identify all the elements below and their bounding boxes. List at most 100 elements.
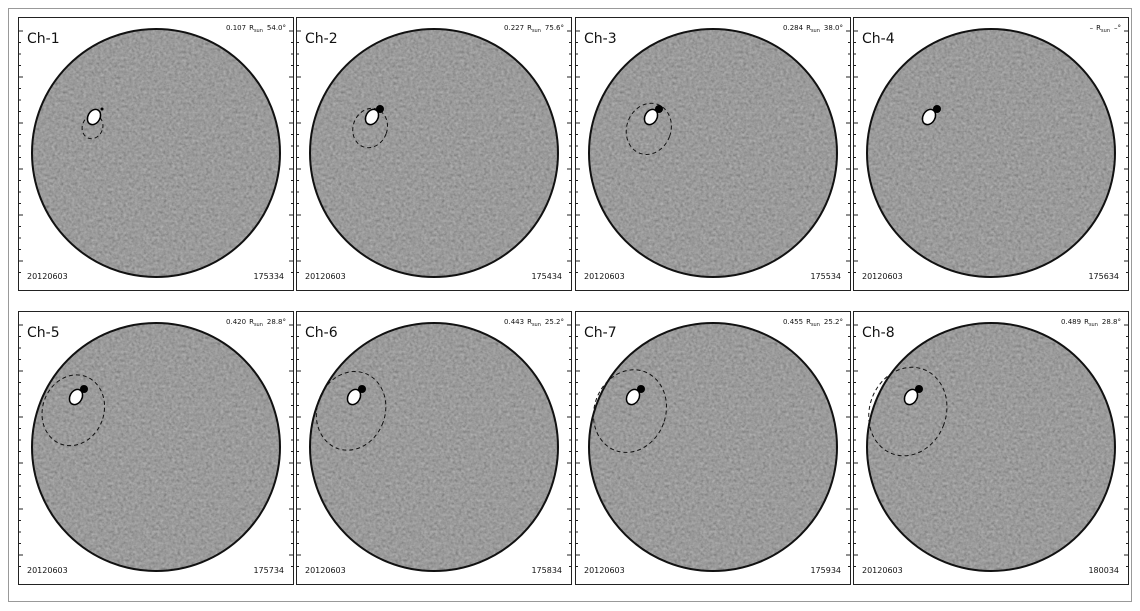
bright-region: [643, 108, 659, 126]
channel-label: Ch-3: [584, 31, 617, 47]
panel: Ch-8 0.489 Rsun 28.8° 20120603 180034: [853, 311, 1129, 585]
dark-spot: [376, 105, 384, 113]
angle: 75.6°: [545, 24, 564, 32]
radius: 0.420: [226, 318, 246, 326]
dashed-contour: [868, 366, 948, 457]
outer-frame: [8, 8, 1132, 602]
panel: Ch-2 0.227 Rsun 75.6° 20120603 175434: [296, 17, 572, 291]
annotation: 0.443 Rsun 25.2°: [504, 318, 564, 328]
annotation: 0.489 Rsun 28.8°: [1061, 318, 1121, 328]
solar-limb: [866, 322, 1116, 572]
channel-label: Ch-8: [862, 325, 895, 341]
dark-spot: [915, 385, 923, 393]
dashed-contour: [315, 370, 387, 451]
angle: 54.0°: [267, 24, 286, 32]
solar-limb: [309, 322, 559, 572]
unit: R: [806, 318, 811, 326]
channel-label: Ch-4: [862, 31, 895, 47]
angle: –°: [1114, 24, 1121, 32]
solar-disk-texture: [32, 323, 280, 571]
solar-limb: [866, 28, 1116, 278]
date: 20120603: [584, 566, 625, 575]
dashed-contour: [625, 102, 672, 155]
unit-sub: sun: [1089, 322, 1098, 328]
time: 175334: [253, 272, 284, 281]
bright-region: [86, 108, 102, 126]
channel-label: Ch-2: [305, 31, 338, 47]
dark-spot: [655, 105, 663, 113]
unit-sub: sun: [1101, 28, 1110, 34]
unit-sub: sun: [532, 322, 541, 328]
panel: Ch-1 0.107 Rsun 54.0° 20120603 175334: [18, 17, 294, 291]
date: 20120603: [584, 272, 625, 281]
solar-disk-texture: [867, 323, 1115, 571]
solar-disk-texture: [589, 29, 837, 277]
unit-sub: sun: [254, 322, 263, 328]
radius: 0.107: [226, 24, 246, 32]
dark-spot: [80, 385, 88, 393]
radius: 0.284: [783, 24, 804, 32]
bright-region: [364, 108, 380, 126]
unit-sub: sun: [811, 322, 820, 328]
annotation: 0.420 Rsun 28.8°: [226, 318, 286, 328]
panel: Ch-3 0.284 Rsun 38.0° 20120603 175534: [575, 17, 851, 291]
panel: Ch-5 0.420 Rsun 28.8° 20120603 175734: [18, 311, 294, 585]
panel: Ch-4 – Rsun –° 20120603 175634: [853, 17, 1129, 291]
channel-label: Ch-1: [27, 31, 60, 47]
radius: 0.489: [1061, 318, 1081, 326]
channel-label: Ch-7: [584, 325, 617, 341]
time: 180034: [1088, 566, 1119, 575]
radius: 0.455: [783, 318, 803, 326]
unit-sub: sun: [811, 28, 820, 34]
date: 20120603: [305, 272, 346, 281]
annotation: 0.455 Rsun 25.2°: [783, 318, 843, 328]
angle: 25.2°: [824, 318, 843, 326]
solar-limb: [588, 28, 838, 278]
time: 175934: [810, 566, 841, 575]
solar-disk-texture: [310, 29, 558, 277]
time: 175634: [1088, 272, 1119, 281]
date: 20120603: [862, 272, 903, 281]
annotation: 0.107 Rsun 54.0°: [226, 24, 286, 34]
date: 20120603: [862, 566, 903, 575]
annotation: – Rsun –°: [1090, 24, 1121, 34]
angle: 38.0°: [824, 24, 843, 32]
bright-region: [921, 108, 937, 126]
channel-label: Ch-6: [305, 325, 338, 341]
solar-limb: [588, 322, 838, 572]
bright-region: [625, 388, 641, 406]
radius: 0.443: [504, 318, 524, 326]
solar-disk-texture: [32, 29, 280, 277]
bright-region: [903, 388, 919, 406]
angle: 28.8°: [267, 318, 286, 326]
angle: 25.2°: [545, 318, 564, 326]
date: 20120603: [305, 566, 346, 575]
annotation: 0.227 Rsun 75.6°: [504, 24, 564, 34]
solar-disk-texture: [867, 29, 1115, 277]
solar-disk-texture: [310, 323, 558, 571]
unit: R: [527, 318, 532, 326]
unit-sub: sun: [532, 28, 541, 34]
dark-spot: [100, 107, 104, 111]
panel: Ch-7 0.455 Rsun 25.2° 20120603 175934: [575, 311, 851, 585]
unit: R: [806, 24, 811, 32]
angle: 28.8°: [1102, 318, 1121, 326]
unit: R: [249, 24, 254, 32]
bright-region: [346, 388, 362, 406]
solar-limb: [309, 28, 559, 278]
solar-limb: [31, 28, 281, 278]
radius: 0.227: [504, 24, 524, 32]
time: 175434: [531, 272, 562, 281]
channel-label: Ch-5: [27, 325, 60, 341]
unit: R: [1084, 318, 1089, 326]
date: 20120603: [27, 566, 68, 575]
dark-spot: [358, 385, 366, 393]
unit-sub: sun: [254, 28, 263, 34]
time: 175834: [531, 566, 562, 575]
bright-region: [68, 388, 84, 406]
time: 175734: [253, 566, 284, 575]
dashed-contour: [41, 374, 106, 447]
dark-spot: [637, 385, 645, 393]
